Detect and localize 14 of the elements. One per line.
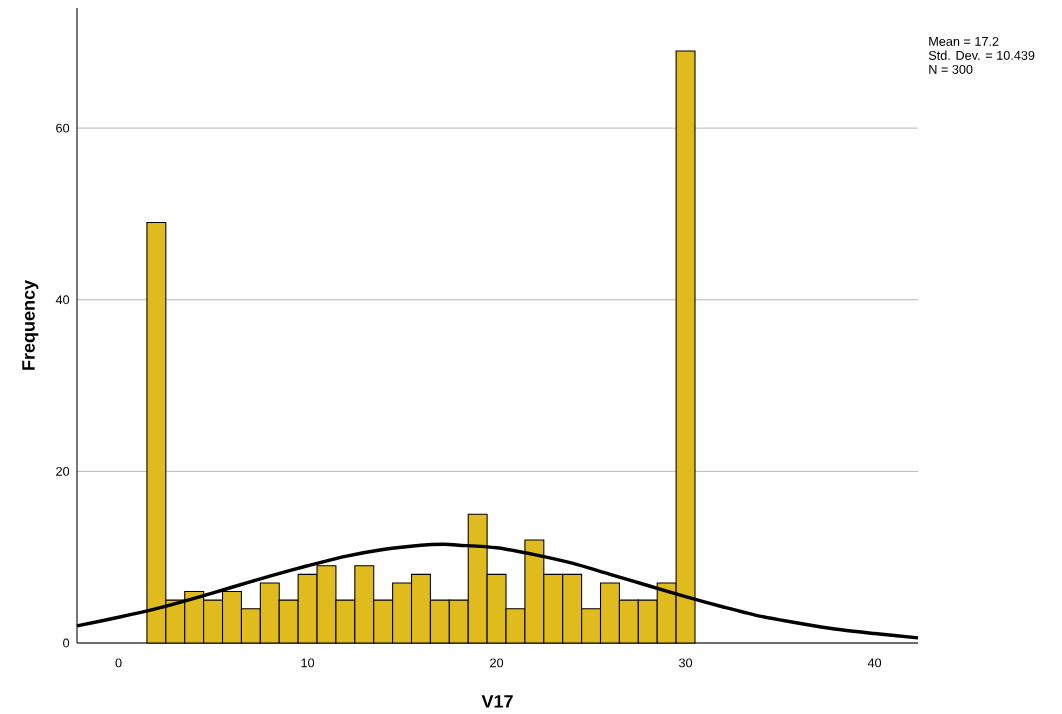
text: Mean = 17.2 bbox=[929, 36, 999, 46]
y-tick-label: 20 bbox=[56, 466, 70, 476]
y-tick-label: 60 bbox=[56, 123, 70, 133]
x-tick-label: 10 bbox=[301, 658, 315, 668]
x-tick-label: 0 bbox=[115, 658, 122, 668]
y-tick-label: 0 bbox=[63, 638, 70, 648]
text: Std. Dev. = 10.439 bbox=[928, 50, 1035, 60]
y-tick-label: 40 bbox=[55, 295, 70, 305]
y-axis-title: Frequency bbox=[22, 280, 39, 370]
x-axis-title: V17 bbox=[481, 695, 513, 708]
x-tick-label: 30 bbox=[678, 658, 693, 668]
x-tick-label: 20 bbox=[490, 658, 504, 668]
x-tick-label: 40 bbox=[867, 658, 882, 668]
text: N = 300 bbox=[929, 64, 973, 74]
